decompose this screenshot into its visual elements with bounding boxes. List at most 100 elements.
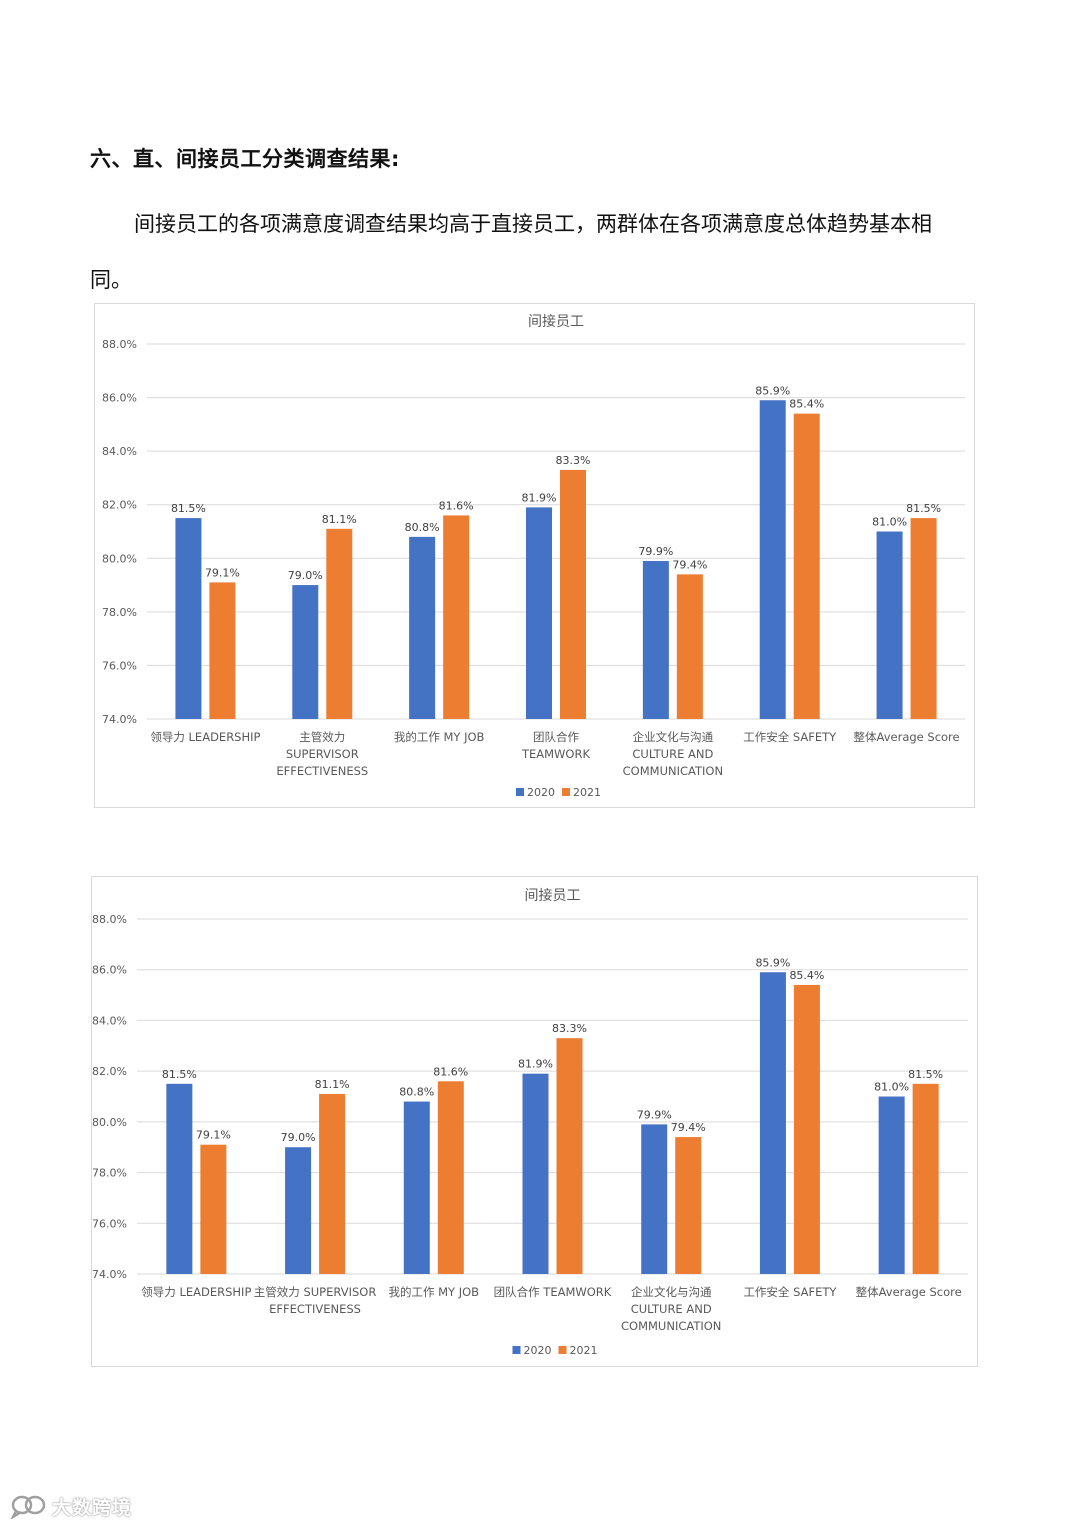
data-label: 81.5% [908,1068,943,1081]
x-tick-label: COMMUNICATION [621,1319,721,1333]
x-tick-label: 整体Average Score [856,1285,962,1299]
data-label: 79.1% [196,1129,231,1142]
y-tick-label: 80.0% [92,1116,127,1129]
chart-indirect-employees-2: 间接员工 74.0% 76.0% 78.0% 80.0% 82.0% 84.0% 86.0% 8… [91,876,978,1367]
x-tick-label: 企业文化与沟通 [631,1285,712,1299]
data-label: 85.9% [755,384,790,397]
data-label: 80.8% [399,1086,434,1099]
data-label: 83.3% [552,1022,587,1035]
data-label: 81.9% [522,491,557,504]
y-tick-label: 76.0% [92,1217,127,1230]
bar-2021 [200,1144,227,1274]
bar-2021 [443,515,470,719]
data-label: 79.0% [281,1131,316,1144]
bar-2020 [285,1147,312,1274]
y-tick-label: 84.0% [102,445,137,458]
data-label: 79.1% [205,566,240,579]
legend-label: 2020 [527,786,555,799]
chart-title: 间接员工 [525,887,581,904]
data-label: 81.6% [433,1065,468,1078]
legend-swatch-2020 [512,1346,521,1354]
bar-2021 [675,1137,702,1274]
x-tick-label: EFFECTIVENESS [276,764,368,778]
chart-title: 间接员工 [528,313,584,330]
bar-2020 [759,972,786,1274]
data-label: 81.1% [322,513,357,526]
y-tick-label: 86.0% [102,392,137,405]
bar-2021 [676,574,703,719]
bar-2020 [759,400,786,719]
bar-2020 [526,507,552,719]
x-tick-label: 工作安全 SAFETY [743,1285,837,1299]
data-label: 79.9% [638,545,673,558]
data-label: 79.0% [288,569,323,582]
data-label: 81.5% [906,502,941,515]
data-label: 81.6% [439,499,474,512]
y-tick-label: 82.0% [92,1065,127,1078]
bar-2021 [326,528,353,719]
bar-2021 [912,1083,939,1274]
legend-swatch-2020 [516,788,524,796]
section-heading: 六、直、间接员工分类调查结果: [90,147,400,171]
data-label: 81.9% [518,1058,553,1071]
watermark-text: 大数跨境 [52,1496,133,1519]
data-label: 85.4% [789,969,824,982]
bar-2021 [209,582,236,719]
data-label: 81.0% [874,1081,909,1094]
data-label: 80.8% [405,521,440,534]
bar-2021 [319,1093,346,1274]
y-tick-label: 88.0% [92,913,127,926]
x-tick-label: EFFECTIVENESS [269,1302,361,1316]
y-tick-label: 82.0% [102,499,137,512]
data-label: 79.4% [671,1121,706,1134]
x-tick-label: 我的工作 MY JOB [394,730,485,744]
data-label: 79.4% [672,558,707,571]
y-tick-label: 76.0% [102,659,137,672]
section-paragraph: 间接员工的各项满意度调查结果均高于直接员工，两群体在各项满意度总体趋势基本相同。 [90,212,932,292]
y-tick-label: 80.0% [102,552,137,565]
x-tick-label: 我的工作 MY JOB [388,1285,479,1299]
y-tick-label: 84.0% [92,1014,127,1027]
bar-2020 [642,560,669,719]
data-label: 81.0% [872,516,907,529]
y-tick-label: 78.0% [102,606,137,619]
x-tick-label: 团队合作 TEAMWORK [494,1285,612,1299]
bar-2021 [560,469,586,719]
data-label: 85.9% [755,956,790,969]
data-label: 81.5% [171,502,206,515]
data-label: 81.1% [315,1078,350,1091]
bar-chart-svg: 间接员工 74.0% 76.0% 78.0% 80.0% 82.0% 84.0% 86.0% 8… [92,887,968,1357]
bar-2020 [878,1096,905,1274]
y-tick-label: 88.0% [102,338,137,351]
y-tick-label: 78.0% [92,1167,127,1180]
x-tick-label: TEAMWORK [521,747,590,761]
bar-2021 [793,413,820,719]
x-tick-label: CULTURE AND [632,747,713,761]
data-label: 81.5% [162,1068,197,1081]
legend-label: 2020 [524,1344,552,1357]
legend-label: 2021 [570,1344,598,1357]
bar-2020 [876,531,903,719]
chart-indirect-employees-1: 间接员工 74.0% 76.0% 78.0% 80.0% 82.0% 84.0% 86.0% 8… [94,303,975,808]
bar-2020 [522,1073,549,1274]
x-tick-label: 团队合作 [533,730,579,744]
x-tick-label: COMMUNICATION [623,764,723,778]
bar-2021 [437,1081,464,1274]
x-tick-label: 整体Average Score [854,730,960,744]
data-label: 79.9% [637,1108,672,1121]
x-tick-label: 领导力 LEADERSHIP [141,1285,251,1299]
x-tick-label: CULTURE AND [631,1302,712,1316]
bar-2020 [166,1083,193,1274]
y-tick-label: 74.0% [102,713,137,726]
legend-swatch-2021 [558,1346,567,1354]
x-tick-label: 主管效力 [299,730,345,744]
x-tick-label: SUPERVISOR [286,747,359,761]
data-label: 83.3% [556,454,591,467]
x-tick-label: 领导力 LEADERSHIP [150,730,260,744]
bar-2021 [910,518,937,719]
bar-2020 [292,585,319,719]
bar-chart-svg: 间接员工 74.0% 76.0% 78.0% 80.0% 82.0% 84.0% 86.0% 8… [102,313,965,799]
x-tick-label: 主管效力 SUPERVISOR [254,1285,377,1299]
watermark: 大数跨境 [10,1491,132,1521]
bar-2020 [409,536,436,719]
